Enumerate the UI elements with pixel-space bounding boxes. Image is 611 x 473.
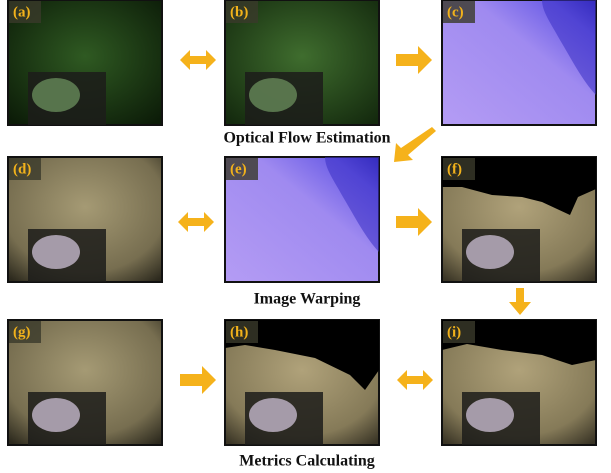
masked-region xyxy=(225,320,379,390)
flow-blob xyxy=(542,0,596,95)
panel: (g) xyxy=(7,319,163,446)
caption: Metrics Calculating xyxy=(239,453,375,470)
panel-label: (c) xyxy=(447,4,464,20)
panel: (i) xyxy=(441,319,597,446)
double-arrow xyxy=(180,50,216,70)
scene-object xyxy=(466,398,514,432)
label-box xyxy=(443,1,475,23)
arrow xyxy=(394,127,436,162)
flow-blob xyxy=(325,157,379,252)
panels: (a) (b) (c) (d) (e) (f) (g) (h) (i) xyxy=(7,0,597,446)
panel-label: (d) xyxy=(13,161,31,177)
panel: (f) xyxy=(441,156,597,283)
arrow xyxy=(180,366,216,394)
panel-label: (i) xyxy=(447,324,461,340)
scene-object xyxy=(32,398,80,432)
arrow xyxy=(396,46,432,74)
caption: Image Warping xyxy=(254,291,361,308)
label-box xyxy=(9,1,41,23)
panel: (c) xyxy=(441,0,597,126)
caption: Optical Flow Estimation xyxy=(223,130,390,147)
arrow xyxy=(509,288,531,315)
scene-object xyxy=(249,398,297,432)
label-box xyxy=(443,158,475,180)
label-box xyxy=(9,321,41,343)
label-box xyxy=(443,321,475,343)
panel-label: (a) xyxy=(13,4,31,20)
panel: (e) xyxy=(224,156,380,283)
scene-object xyxy=(32,78,80,112)
panel-label: (e) xyxy=(230,161,247,177)
arrows xyxy=(178,46,531,394)
panel: (d) xyxy=(7,156,163,283)
double-arrow xyxy=(397,370,433,390)
double-arrow xyxy=(178,212,214,232)
arrow xyxy=(396,208,432,236)
label-box xyxy=(9,158,41,180)
scene-object xyxy=(32,235,80,269)
panel-label: (f) xyxy=(447,161,462,177)
panel-label: (b) xyxy=(230,4,248,20)
panel-label: (g) xyxy=(13,324,31,340)
scene-object xyxy=(466,235,514,269)
panel: (a) xyxy=(7,0,163,126)
label-box xyxy=(226,158,258,180)
panel: (h) xyxy=(224,319,380,446)
label-box xyxy=(226,1,258,23)
panel: (b) xyxy=(224,0,380,126)
panel-label: (h) xyxy=(230,324,248,340)
scene-object xyxy=(249,78,297,112)
masked-region xyxy=(442,157,596,215)
masked-region xyxy=(442,320,596,365)
label-box xyxy=(226,321,258,343)
